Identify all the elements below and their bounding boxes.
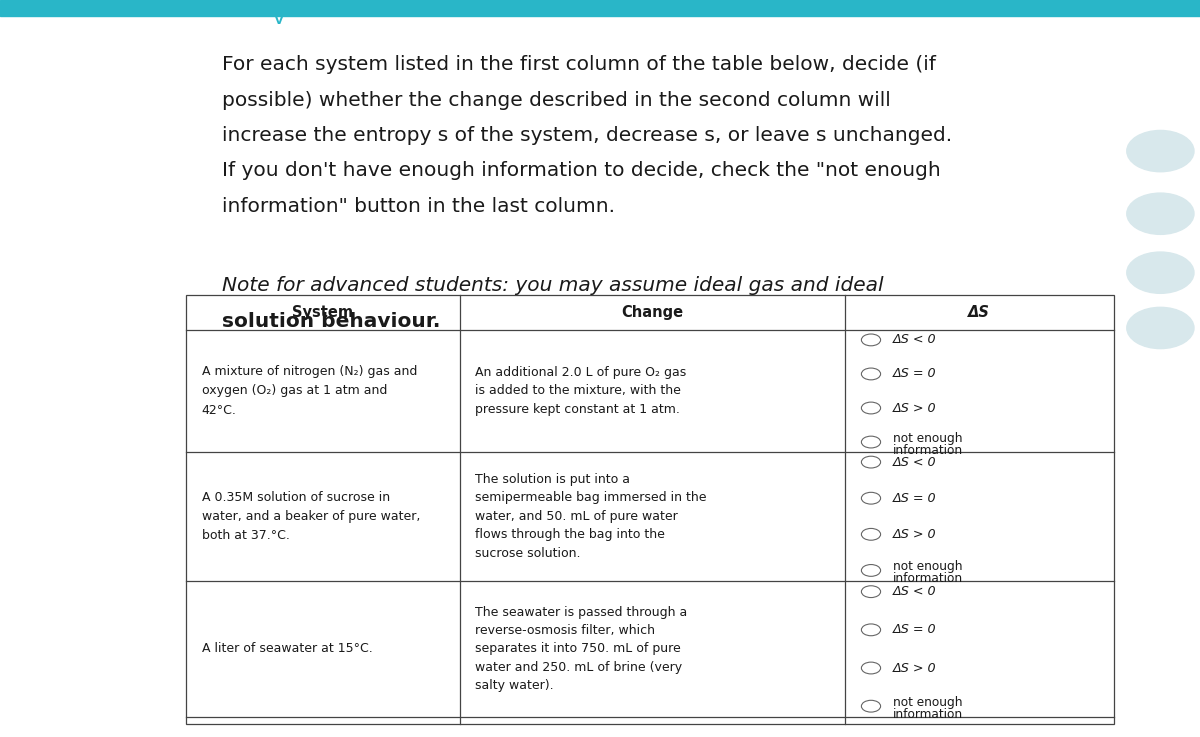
Text: ΔS < 0: ΔS < 0 [893, 455, 936, 469]
Text: Note for advanced students: you may assume ideal gas and ideal: Note for advanced students: you may assu… [222, 276, 883, 296]
Text: separates it into 750. mL of pure: separates it into 750. mL of pure [475, 643, 680, 655]
Text: salty water).: salty water). [475, 680, 554, 692]
Text: semipermeable bag immersed in the: semipermeable bag immersed in the [475, 492, 707, 504]
Text: System: System [293, 305, 353, 320]
Text: v: v [275, 14, 282, 27]
Circle shape [1127, 252, 1194, 293]
Circle shape [862, 528, 881, 540]
Text: information" button in the last column.: information" button in the last column. [222, 197, 616, 216]
Text: For each system listed in the first column of the table below, decide (if: For each system listed in the first colu… [222, 55, 936, 74]
Circle shape [1127, 307, 1194, 349]
Text: information: information [893, 572, 962, 585]
Text: information: information [893, 708, 962, 721]
Circle shape [1127, 193, 1194, 234]
Text: not enough: not enough [893, 560, 962, 573]
Circle shape [862, 402, 881, 414]
Text: An additional 2.0 L of pure O₂ gas: An additional 2.0 L of pure O₂ gas [475, 366, 686, 379]
Text: information: information [893, 444, 962, 457]
Text: ΔS = 0: ΔS = 0 [893, 368, 936, 380]
Text: not enough: not enough [893, 696, 962, 709]
Text: increase the entropy s of the system, decrease s, or leave s unchanged.: increase the entropy s of the system, de… [222, 126, 952, 145]
Text: flows through the bag into the: flows through the bag into the [475, 528, 665, 541]
Text: both at 37.°C.: both at 37.°C. [202, 529, 289, 542]
Circle shape [862, 624, 881, 636]
Text: reverse-osmosis filter, which: reverse-osmosis filter, which [475, 624, 655, 637]
Text: is added to the mixture, with the: is added to the mixture, with the [475, 385, 682, 397]
Circle shape [862, 565, 881, 576]
Text: ΔS > 0: ΔS > 0 [893, 662, 936, 674]
Text: solution behaviour.: solution behaviour. [222, 312, 440, 331]
Bar [0, 0, 1200, 16]
Text: ΔS: ΔS [968, 305, 990, 320]
Text: not enough: not enough [893, 432, 962, 445]
Circle shape [862, 334, 881, 346]
Circle shape [862, 586, 881, 598]
Circle shape [1127, 130, 1194, 172]
Text: If you don't have enough information to decide, check the "not enough: If you don't have enough information to … [222, 161, 941, 181]
Text: A liter of seawater at 15°C.: A liter of seawater at 15°C. [202, 643, 372, 655]
Text: 42°C.: 42°C. [202, 404, 236, 416]
Text: oxygen (O₂) gas at 1 atm and: oxygen (O₂) gas at 1 atm and [202, 385, 386, 397]
Text: sucrose solution.: sucrose solution. [475, 547, 581, 559]
Text: ΔS > 0: ΔS > 0 [893, 528, 936, 541]
Circle shape [862, 368, 881, 380]
Text: water and 250. mL of brine (very: water and 250. mL of brine (very [475, 661, 683, 674]
Text: The solution is put into a: The solution is put into a [475, 473, 630, 486]
Text: ΔS < 0: ΔS < 0 [893, 585, 936, 598]
Circle shape [862, 662, 881, 674]
Circle shape [862, 436, 881, 448]
Text: Change: Change [622, 305, 683, 320]
Text: pressure kept constant at 1 atm.: pressure kept constant at 1 atm. [475, 403, 680, 416]
Text: water, and a beaker of pure water,: water, and a beaker of pure water, [202, 510, 420, 523]
Circle shape [862, 700, 881, 712]
Text: ΔS = 0: ΔS = 0 [893, 492, 936, 505]
Text: ΔS < 0: ΔS < 0 [893, 333, 936, 346]
Text: water, and 50. mL of pure water: water, and 50. mL of pure water [475, 510, 678, 523]
Text: possible) whether the change described in the second column will: possible) whether the change described i… [222, 91, 890, 110]
Text: A mixture of nitrogen (N₂) gas and: A mixture of nitrogen (N₂) gas and [202, 366, 416, 378]
Text: The seawater is passed through a: The seawater is passed through a [475, 606, 688, 618]
Circle shape [862, 492, 881, 504]
Text: ΔS = 0: ΔS = 0 [893, 624, 936, 636]
Circle shape [862, 456, 881, 468]
Text: A 0.35M solution of sucrose in: A 0.35M solution of sucrose in [202, 491, 390, 503]
Text: ΔS > 0: ΔS > 0 [893, 402, 936, 414]
Bar [186, 295, 1114, 724]
